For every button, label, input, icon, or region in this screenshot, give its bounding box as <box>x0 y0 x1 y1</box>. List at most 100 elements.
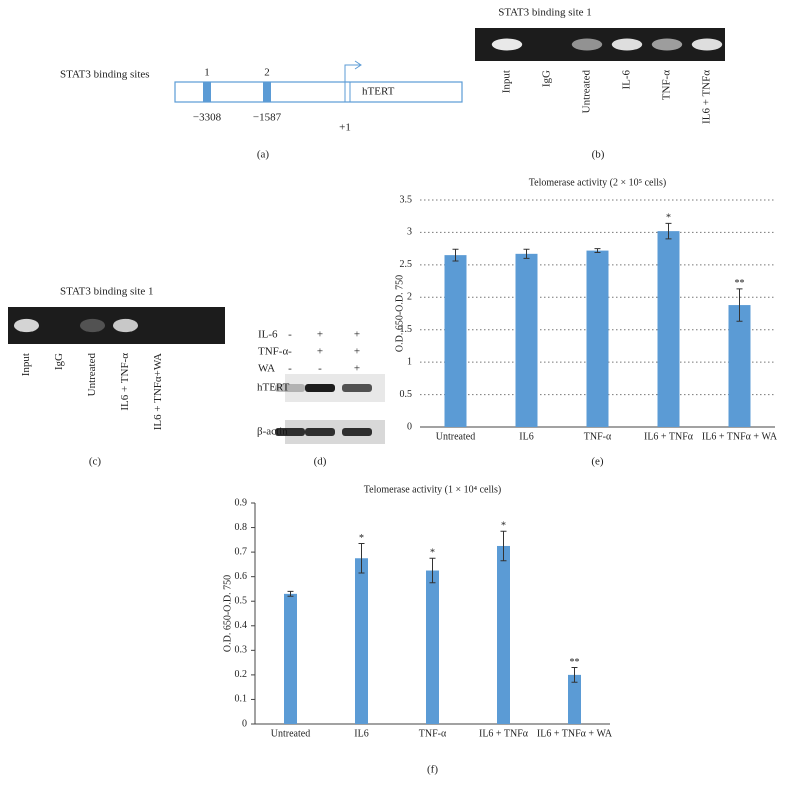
treatment-label: TNF-α <box>258 346 288 358</box>
x-tick-label: IL6 <box>519 431 533 442</box>
bar <box>568 674 581 724</box>
bar <box>657 231 680 427</box>
lane-label: Input <box>20 353 32 376</box>
y-axis-label: O.D. 650-O.D. 750 <box>222 575 233 652</box>
lane-label: Untreated <box>581 70 593 114</box>
x-tick-label: TNF-α <box>584 431 612 442</box>
gel-band <box>611 38 643 51</box>
x-tick-label: TNF-α <box>419 728 447 739</box>
error-bar <box>500 530 507 562</box>
panel-label: (a) <box>257 149 270 161</box>
error-bar <box>287 590 294 597</box>
y-tick-label: 0.5 <box>400 389 413 400</box>
y-tick-label: 0.5 <box>235 596 248 607</box>
y-tick-label: 3.5 <box>400 194 413 205</box>
lane-label: Input <box>501 70 513 93</box>
x-tick-label: IL6 + TNFα + WA <box>702 431 778 442</box>
y-tick-label: 0 <box>407 421 412 432</box>
panel-label: (c) <box>89 456 102 468</box>
lane-label: IL6 + TNFα <box>701 70 713 124</box>
lane-label: TNF-α <box>661 70 673 100</box>
x-tick-label: IL6 + TNFα + WA <box>537 728 613 739</box>
treatment-label: IL-6 <box>258 329 278 341</box>
gel-band <box>651 38 683 51</box>
lane-label: IL6 + TNF-α <box>119 353 131 411</box>
gel-band <box>79 318 106 333</box>
error-bar <box>523 248 530 259</box>
y-tick-label: 0.2 <box>235 669 248 680</box>
tss-arrow-head <box>354 60 362 70</box>
x-tick-label: IL6 + TNFα <box>479 728 529 739</box>
panel-label: (f) <box>427 764 438 776</box>
error-bar <box>571 667 578 683</box>
treatment-sign: - <box>288 329 292 341</box>
treatment-sign: + <box>354 329 360 341</box>
blot-band <box>342 384 372 392</box>
blot-band <box>275 384 305 392</box>
gene-label: hTERT <box>362 86 395 98</box>
x-tick-label: Untreated <box>271 728 310 739</box>
tss-label: +1 <box>339 122 351 134</box>
y-tick-label: 3 <box>407 227 412 238</box>
y-tick-label: 2 <box>407 292 412 303</box>
y-tick-label: 0.4 <box>235 620 248 631</box>
error-bar <box>452 248 459 262</box>
y-tick-label: 1.5 <box>400 324 413 335</box>
site-number: 2 <box>264 67 270 79</box>
bar <box>728 305 751 427</box>
error-bar <box>429 557 436 584</box>
y-tick-label: 0 <box>242 718 247 729</box>
significance: * <box>501 521 506 532</box>
treatment-sign: - <box>288 346 292 358</box>
significance: ** <box>735 278 745 289</box>
bar <box>497 545 510 724</box>
site-position: −1587 <box>253 112 282 124</box>
y-tick-label: 0.8 <box>235 522 248 533</box>
panel-label: (b) <box>592 149 605 161</box>
chart-title: Telomerase activity (2 × 10⁵ cells) <box>529 177 667 188</box>
y-tick-label: 0.1 <box>235 694 248 705</box>
treatment-sign: + <box>354 363 360 375</box>
lane-label: IL6 + TNFα+WA <box>152 353 164 430</box>
treatment-sign: - <box>288 363 292 375</box>
treatment-sign: + <box>317 346 323 358</box>
lane-label: Untreated <box>86 353 98 397</box>
error-bar <box>594 248 601 254</box>
tss-arrow <box>344 64 360 102</box>
error-bar <box>665 222 672 240</box>
blot-band <box>305 428 335 436</box>
panel-label: (d) <box>314 456 327 468</box>
bar <box>426 570 439 724</box>
blot-band <box>305 384 335 392</box>
y-tick-label: 0.3 <box>235 645 248 656</box>
band-label: hTERT <box>257 382 290 394</box>
lane-label: IgG <box>53 353 65 370</box>
y-axis-label: O.D. 650-O.D. 750 <box>394 275 405 352</box>
x-tick-label: IL6 <box>354 728 368 739</box>
gel-band <box>571 38 603 51</box>
blot-band <box>275 428 305 436</box>
significance: * <box>666 213 671 224</box>
bar <box>355 558 368 724</box>
panel-c-title: STAT3 binding site 1 <box>60 286 154 298</box>
y-tick-label: 1 <box>407 356 412 367</box>
bar <box>515 253 538 427</box>
x-tick-label: Untreated <box>436 431 475 442</box>
bar <box>586 250 609 427</box>
gel-band <box>112 318 139 333</box>
treatment-sign: + <box>317 329 323 341</box>
binding-site <box>203 82 211 102</box>
panel-a-title: STAT3 binding sites <box>60 69 150 81</box>
chart-title: Telomerase activity (1 × 10⁴ cells) <box>364 484 502 495</box>
treatment-sign: - <box>318 363 322 375</box>
treatment-label: WA <box>258 363 275 375</box>
significance: ** <box>570 657 580 668</box>
gel-band <box>491 38 523 51</box>
bar <box>444 255 467 427</box>
site-position: −3308 <box>193 112 222 124</box>
binding-site <box>263 82 271 102</box>
y-tick-label: 0.6 <box>235 571 248 582</box>
lane-label: IgG <box>541 70 553 87</box>
treatment-sign: + <box>354 346 360 358</box>
